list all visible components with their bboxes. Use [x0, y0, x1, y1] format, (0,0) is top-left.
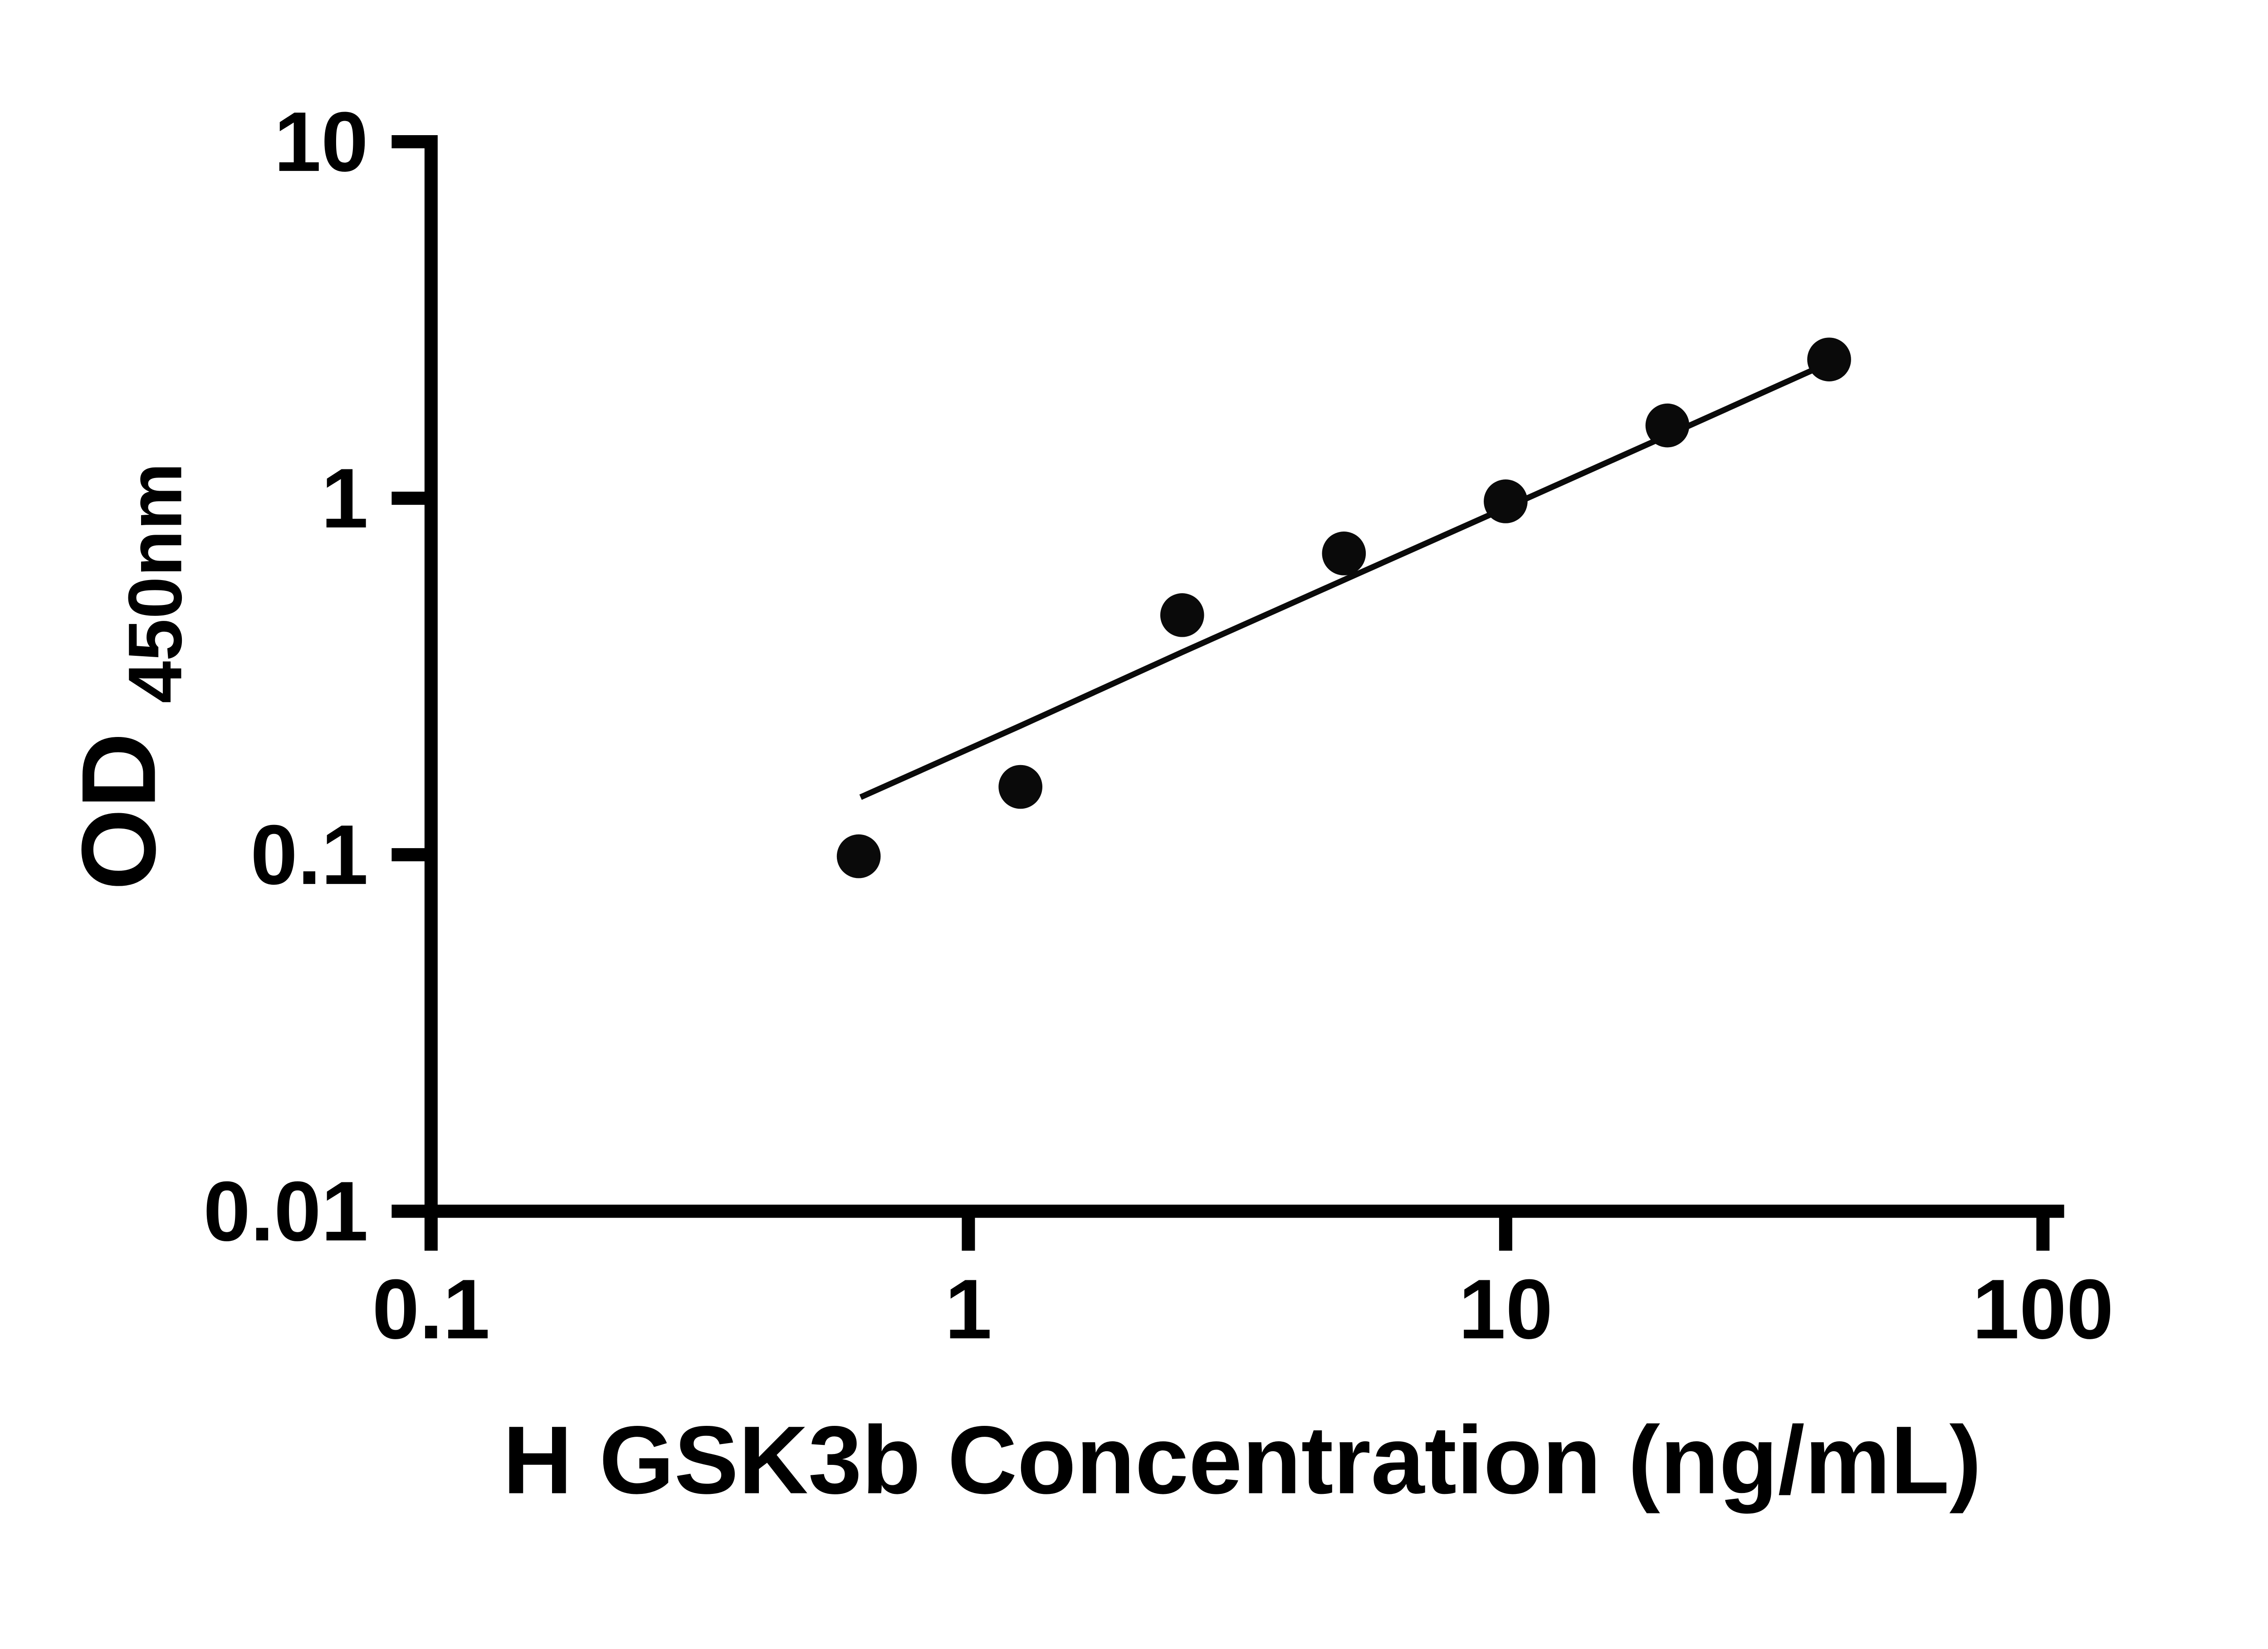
x-tick-label: 1: [945, 1262, 992, 1356]
data-point: [1807, 337, 1851, 381]
data-point: [1645, 403, 1690, 448]
elisa-standard-curve-figure: 0.1 1 10 100 0.01 0.1 1 10 H GSK3b Concentratio…: [60, 94, 2114, 1514]
data-point: [1484, 479, 1528, 523]
ticks-layer: [391, 135, 2050, 1251]
y-tick-label: 0.01: [203, 1164, 368, 1259]
x-tick-label: 0.1: [372, 1262, 490, 1356]
data-point: [1322, 532, 1366, 576]
axes-layer: [424, 135, 2064, 1218]
x-axis-title: H GSK3b Concentration (ng/mL): [503, 1407, 1981, 1514]
y-tick-label: 1: [321, 451, 368, 546]
data-point: [1160, 593, 1204, 637]
y-axis-title-main: OD: [60, 732, 178, 890]
data-point: [836, 834, 881, 878]
series-layer: [836, 337, 1851, 878]
y-axis-title: OD 450nm: [60, 463, 198, 890]
data-point: [998, 765, 1042, 809]
x-tick-label: 10: [1458, 1262, 1553, 1356]
x-tick-label: 100: [1972, 1262, 2114, 1356]
y-tick-label: 0.1: [250, 807, 368, 902]
y-axis-title-subscript: 450nm: [112, 463, 197, 703]
y-tick-label: 10: [274, 94, 368, 189]
